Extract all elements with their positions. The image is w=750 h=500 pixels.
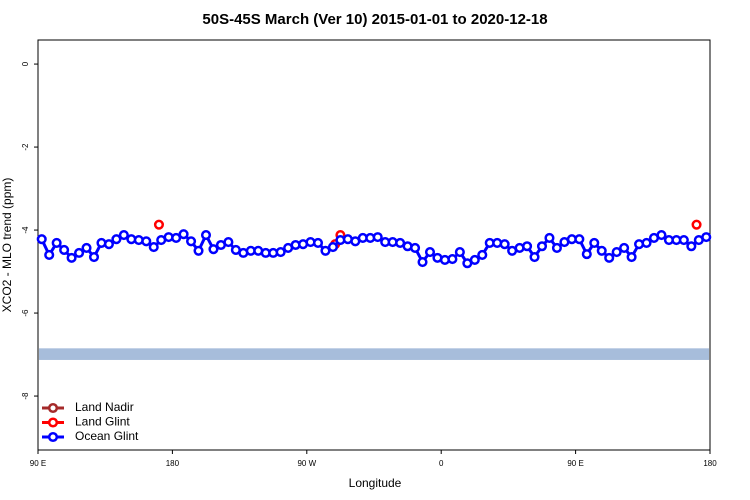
point <box>44 249 55 261</box>
legend-marker <box>47 402 59 414</box>
x-tick-label: 90 E <box>30 459 46 468</box>
point <box>88 251 100 263</box>
legend-marker <box>47 417 59 428</box>
point <box>320 245 331 256</box>
point <box>596 245 607 256</box>
x-axis-label: Longitude <box>349 476 402 490</box>
legend-label: Ocean Glint <box>75 429 139 443</box>
point <box>51 237 62 248</box>
point <box>148 242 159 253</box>
point <box>581 249 592 260</box>
point <box>499 239 510 250</box>
point <box>36 234 47 245</box>
x-tick-label: 90 E <box>567 459 583 468</box>
x-tick-label: 180 <box>166 459 180 468</box>
point <box>536 241 548 252</box>
y-tick-label: -8 <box>21 392 30 400</box>
point <box>171 232 182 243</box>
y-tick-label: -4 <box>21 226 30 234</box>
point <box>59 244 70 256</box>
y-tick-label: -2 <box>21 143 30 151</box>
point <box>551 242 562 253</box>
point <box>656 229 667 241</box>
point <box>118 229 129 241</box>
x-tick-label: 90 W <box>297 459 316 468</box>
point <box>417 256 428 268</box>
point <box>327 242 338 253</box>
point <box>178 229 189 240</box>
point <box>312 237 324 248</box>
point <box>454 247 465 258</box>
chart-title: 50S-45S March (Ver 10) 2015-01-01 to 202… <box>202 11 547 28</box>
point <box>589 237 600 248</box>
point <box>81 242 92 253</box>
point <box>223 237 234 248</box>
point <box>200 229 212 241</box>
point <box>74 247 85 258</box>
point <box>103 239 114 250</box>
point <box>66 252 77 263</box>
point <box>447 254 458 265</box>
point <box>641 237 652 248</box>
point <box>522 241 533 252</box>
legend-label: Land Glint <box>75 415 130 429</box>
point <box>186 236 197 247</box>
point <box>544 232 555 243</box>
point <box>619 242 630 253</box>
point <box>275 247 286 258</box>
point <box>141 236 152 247</box>
point <box>691 219 702 230</box>
x-tick-label: 180 <box>703 459 717 468</box>
point <box>111 234 122 245</box>
point <box>469 254 480 265</box>
point <box>153 219 165 230</box>
point <box>372 232 383 243</box>
point <box>678 234 689 246</box>
point <box>410 242 421 253</box>
point <box>424 247 436 258</box>
legend-marker <box>47 431 59 443</box>
point <box>604 252 615 263</box>
point <box>626 251 637 263</box>
point <box>686 241 697 252</box>
point <box>477 249 488 261</box>
x-tick-label: 0 <box>439 459 444 468</box>
point <box>193 245 204 256</box>
plot-frame <box>37 39 711 451</box>
y-axis-label: XCO2 - MLO trend (ppm) <box>0 178 14 313</box>
point <box>529 251 540 263</box>
y-tick-label: 0 <box>21 61 30 66</box>
land-band <box>39 348 709 360</box>
legend-label: Land Nadir <box>75 400 134 414</box>
point <box>208 244 219 255</box>
point <box>701 232 712 243</box>
y-tick-label: -6 <box>21 309 30 317</box>
point <box>611 247 622 258</box>
point <box>574 234 585 245</box>
